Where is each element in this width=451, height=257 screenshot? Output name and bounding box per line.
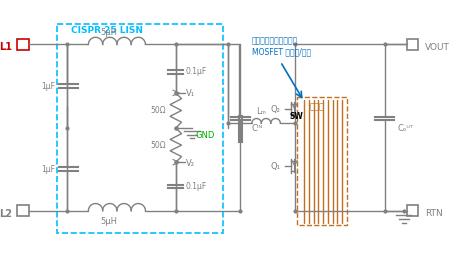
- Text: 1μF: 1μF: [41, 165, 55, 174]
- Text: Cₒᵁᵀ: Cₒᵁᵀ: [397, 124, 414, 133]
- Text: 0.1μF: 0.1μF: [185, 68, 207, 77]
- Text: Q₂: Q₂: [271, 105, 281, 114]
- Text: Lₘ: Lₘ: [256, 107, 266, 116]
- Text: L2: L2: [0, 208, 13, 218]
- Text: CISPR 25 LISN: CISPR 25 LISN: [71, 26, 143, 35]
- Text: 5μH: 5μH: [101, 28, 118, 37]
- Bar: [17, 39, 28, 50]
- Text: Cᴵᴺ: Cᴵᴺ: [252, 124, 263, 133]
- Bar: [17, 205, 28, 216]
- Text: 50Ω: 50Ω: [151, 106, 166, 115]
- Text: RTN: RTN: [425, 209, 442, 218]
- Text: V₁: V₁: [186, 89, 195, 98]
- Text: 0.1μF: 0.1μF: [185, 182, 207, 191]
- Text: Q₁: Q₁: [270, 162, 281, 171]
- Text: GND: GND: [196, 131, 215, 140]
- Text: L1: L1: [0, 42, 13, 52]
- Text: 1μF: 1μF: [41, 82, 55, 91]
- Bar: [407, 205, 418, 216]
- Text: 50Ω: 50Ω: [151, 141, 166, 150]
- Text: 与底盘（车体）相连的
MOSFET 散热器/底板: 与底盘（车体）相连的 MOSFET 散热器/底板: [252, 37, 311, 56]
- Text: VOUT: VOUT: [425, 43, 450, 52]
- Text: 5μH: 5μH: [101, 217, 118, 226]
- Text: V₂: V₂: [186, 159, 195, 168]
- Bar: [407, 39, 418, 50]
- Text: SW: SW: [290, 112, 304, 121]
- Text: 散热器: 散热器: [310, 102, 325, 111]
